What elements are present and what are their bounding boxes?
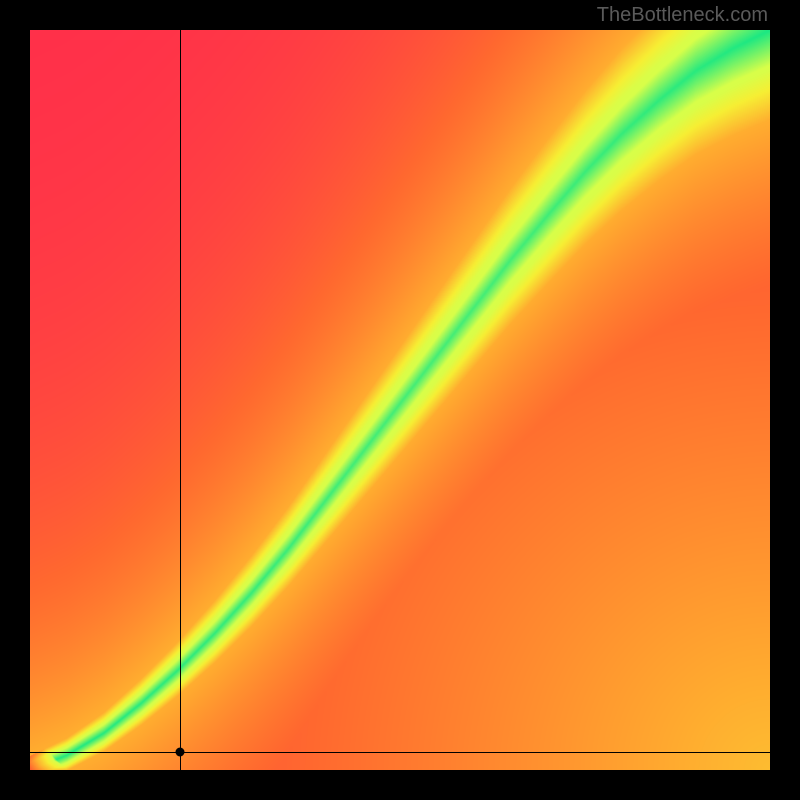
crosshair-vertical bbox=[180, 30, 181, 770]
crosshair-marker bbox=[176, 748, 185, 757]
crosshair-horizontal bbox=[30, 752, 770, 753]
heatmap-plot bbox=[30, 30, 770, 770]
heatmap-canvas bbox=[30, 30, 770, 770]
attribution-text: TheBottleneck.com bbox=[597, 4, 768, 27]
